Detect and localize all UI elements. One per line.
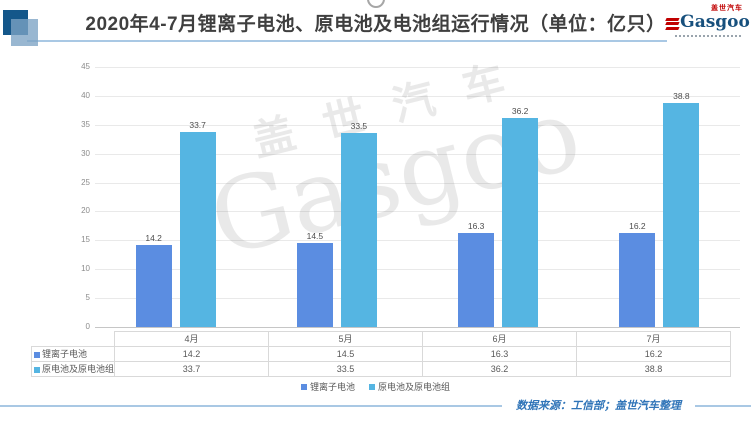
series-marker-icon xyxy=(34,351,40,358)
series-marker-icon xyxy=(34,366,40,373)
legend-label: 原电池及原电池组 xyxy=(378,382,451,392)
table-row: 原电池及原电池组 33.7 33.5 36.2 38.8 xyxy=(30,361,732,377)
footer-divider-line xyxy=(0,405,751,407)
table-value-cell: 36.2 xyxy=(422,361,578,377)
y-axis-tick-label: 25 xyxy=(81,177,90,187)
bar-value-label: 16.2 xyxy=(629,221,646,232)
gridline xyxy=(95,124,740,126)
legend-item: 锂离子电池 xyxy=(300,380,355,393)
table-row-header: 原电池及原电池组 xyxy=(30,361,116,377)
gasgoo-tagline-decor xyxy=(675,33,741,37)
legend-item: 原电池及原电池组 xyxy=(369,380,450,393)
table-value-cell: 33.5 xyxy=(268,361,424,377)
table-month-header: 7月 xyxy=(576,331,732,347)
y-axis-tick-label: 35 xyxy=(81,119,90,129)
table-value-cell: 16.3 xyxy=(422,346,578,362)
gridline xyxy=(95,67,740,68)
decor-ring-icon xyxy=(367,0,385,8)
bar-锂离子电池-7月 xyxy=(619,233,656,327)
table-month-header: 5月 xyxy=(268,331,424,347)
x-axis-line xyxy=(95,327,740,328)
y-axis-tick-label: 30 xyxy=(81,148,90,158)
gridline xyxy=(95,95,740,97)
bar-原电池及原电池组-7月 xyxy=(663,102,700,327)
gasgoo-logo: 盖世汽车 Gasgoo xyxy=(665,5,750,37)
bar-锂离子电池-4月 xyxy=(135,244,172,327)
table-row-header: 锂离子电池 xyxy=(30,346,116,362)
table-value-cell: 14.5 xyxy=(268,346,424,362)
title-underline xyxy=(27,40,667,42)
series-name-label: 锂离子电池 xyxy=(42,349,88,359)
table-value-cell: 14.2 xyxy=(114,346,270,362)
series-name-label: 原电池及原电池组 xyxy=(42,364,115,374)
bar-value-label: 38.8 xyxy=(673,90,690,101)
bar-value-label: 33.5 xyxy=(350,121,368,132)
bar-value-label: 14.2 xyxy=(145,232,162,243)
y-axis-tick-label: 45 xyxy=(81,62,90,71)
y-axis-tick-label: 5 xyxy=(85,293,90,303)
legend-marker-icon xyxy=(300,383,307,390)
chart-data-table: 4月 5月 6月 7月 锂离子电池 14.2 14.5 16.3 16.2 原电池及原电池组 33.… xyxy=(30,331,732,377)
data-source-note: 数据来源：工信部；盖世汽车整理 xyxy=(502,399,695,414)
gridline xyxy=(95,240,740,242)
table-row: 锂离子电池 14.2 14.5 16.3 16.2 xyxy=(30,346,732,362)
decor-square-light xyxy=(11,19,38,46)
bar-value-label: 36.2 xyxy=(511,105,529,116)
bar-value-label: 16.3 xyxy=(467,220,485,231)
gridline xyxy=(95,211,740,213)
gridline xyxy=(95,298,740,300)
gridline xyxy=(95,153,740,155)
y-axis-tick-label: 10 xyxy=(81,264,90,274)
gridline xyxy=(95,269,740,271)
bar-value-label: 33.7 xyxy=(189,120,206,131)
y-axis-tick-label: 15 xyxy=(81,235,90,245)
gasgoo-logo-cn-text: 盖世汽车 xyxy=(711,5,743,12)
legend-label: 锂离子电池 xyxy=(309,382,355,392)
gasgoo-logo-en-text: Gasgoo xyxy=(680,12,750,32)
page-title: 2020年4-7月锂离子电池、原电池及电池组运行情况（单位：亿只） xyxy=(85,14,666,35)
y-axis-tick-label: 20 xyxy=(81,206,90,216)
table-value-cell: 33.7 xyxy=(114,361,270,377)
bar-chart-plot-area: 0 5 10 15 20 25 30 35 40 45 14.2 14.5 16.3 16.2 33.7 33… xyxy=(0,60,751,335)
table-value-cell: 38.8 xyxy=(576,361,732,377)
y-axis-tick-label: 0 xyxy=(85,322,90,331)
bar-原电池及原电池组-4月 xyxy=(179,132,216,327)
legend-marker-icon xyxy=(369,383,375,390)
y-axis-tick-label: 40 xyxy=(81,90,90,100)
table-value-cell: 16.2 xyxy=(576,346,732,362)
gridline xyxy=(95,182,740,184)
gasgoo-stripes-icon xyxy=(665,17,680,29)
chart-legend: 锂离子电池 原电池及原电池组 xyxy=(0,380,751,393)
bar-原电池及原电池组-5月 xyxy=(340,133,377,327)
bar-锂离子电池-5月 xyxy=(296,243,333,327)
bar-锂离子电池-6月 xyxy=(458,232,495,327)
bar-原电池及原电池组-6月 xyxy=(502,117,539,327)
table-month-header: 6月 xyxy=(422,331,578,347)
table-corner-blank xyxy=(32,332,115,347)
table-month-header: 4月 xyxy=(114,331,270,347)
bar-value-label: 14.5 xyxy=(306,231,324,242)
